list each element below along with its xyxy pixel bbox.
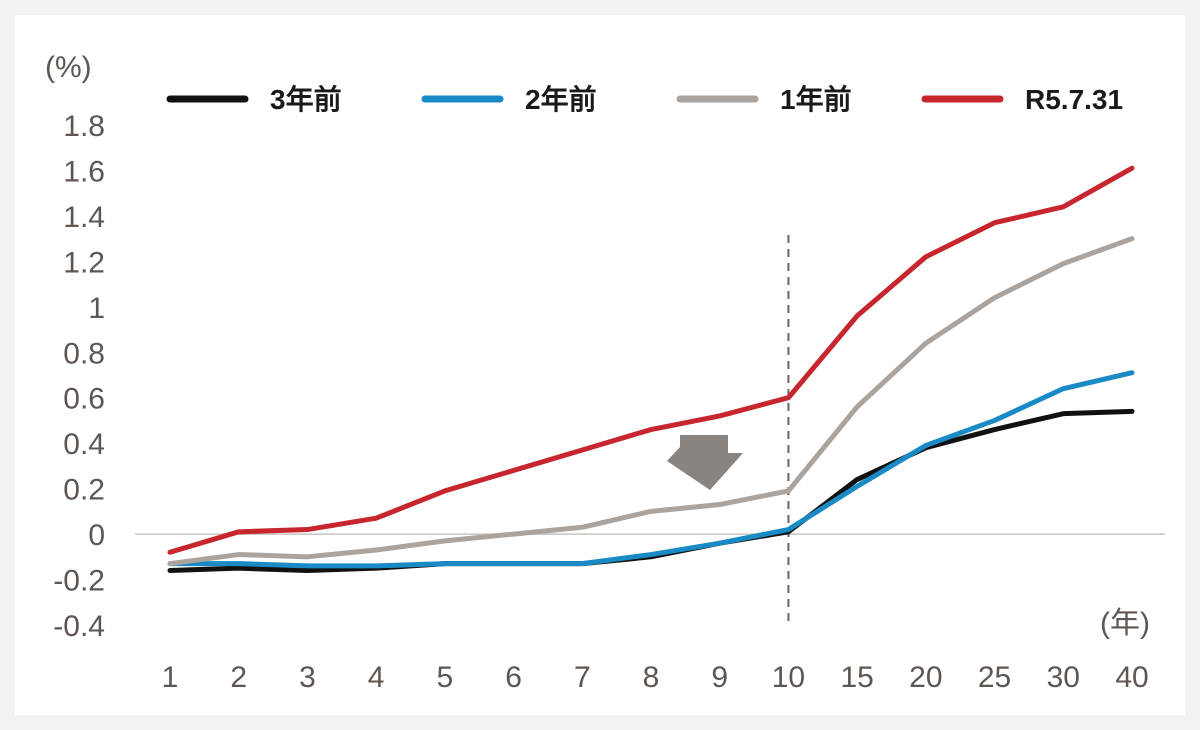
x-tick-label: 30 [1047,661,1080,694]
line-chart: (%) (年) 3年前 2年前 1年前 R5.7.31 1.8 1.6 1.4 1.2 1 0.… [45,51,1165,694]
series-line-0 [167,408,1135,573]
y-tick-label: 0.2 [63,474,105,507]
y-tick-label: -0.4 [53,610,105,643]
x-tick-label: 25 [978,661,1011,694]
y-tick-label: 1 [88,292,105,325]
down-arrow-icon [667,435,743,490]
y-tick-label: 0.4 [63,428,105,461]
x-tick-label: 8 [643,661,660,694]
y-axis-ticks: 1.8 1.6 1.4 1.2 1 0.8 0.6 0.4 0.2 0 -0.2 -0.4 [53,110,105,643]
x-tick-label: 9 [711,661,728,694]
x-tick-label: 20 [909,661,942,694]
legend-label: 3年前 [270,83,342,115]
legend-label: R5.7.31 [1025,84,1123,115]
x-unit-label: (年) [1100,607,1150,640]
y-tick-label: 1.4 [63,201,105,234]
x-tick-label: 1 [162,661,179,694]
y-unit-label: (%) [45,51,92,84]
x-tick-label: 5 [437,661,454,694]
y-tick-label: 0.8 [63,337,105,370]
x-tick-label: 3 [299,661,316,694]
x-tick-label: 7 [574,661,591,694]
x-tick-label: 40 [1115,661,1148,694]
x-tick-label: 15 [840,661,873,694]
y-tick-label: 1.2 [63,246,105,279]
x-tick-label: 2 [230,661,247,694]
x-tick-label: 10 [772,661,805,694]
y-tick-label: 0.6 [63,383,105,416]
x-tick-label: 4 [368,661,385,694]
series-line-1 [167,370,1135,569]
y-tick-label: 1.6 [63,155,105,188]
y-tick-label: -0.2 [53,565,105,598]
y-tick-label: 1.8 [63,110,105,143]
legend-label: 1年前 [780,83,852,115]
x-tick-label: 6 [505,661,522,694]
x-axis-ticks: 1 2 3 4 5 6 7 8 9 10 15 20 25 30 40 [162,661,1149,694]
chart-card: (%) (年) 3年前 2年前 1年前 R5.7.31 1.8 1.6 1.4 1.2 1 0.… [15,15,1185,715]
series-line-3 [167,165,1135,555]
series-lines [167,165,1135,573]
series-line-2 [167,236,1135,567]
legend: 3年前 2年前 1年前 R5.7.31 [166,83,1123,115]
y-tick-label: 0 [88,519,105,552]
legend-label: 2年前 [525,83,597,115]
